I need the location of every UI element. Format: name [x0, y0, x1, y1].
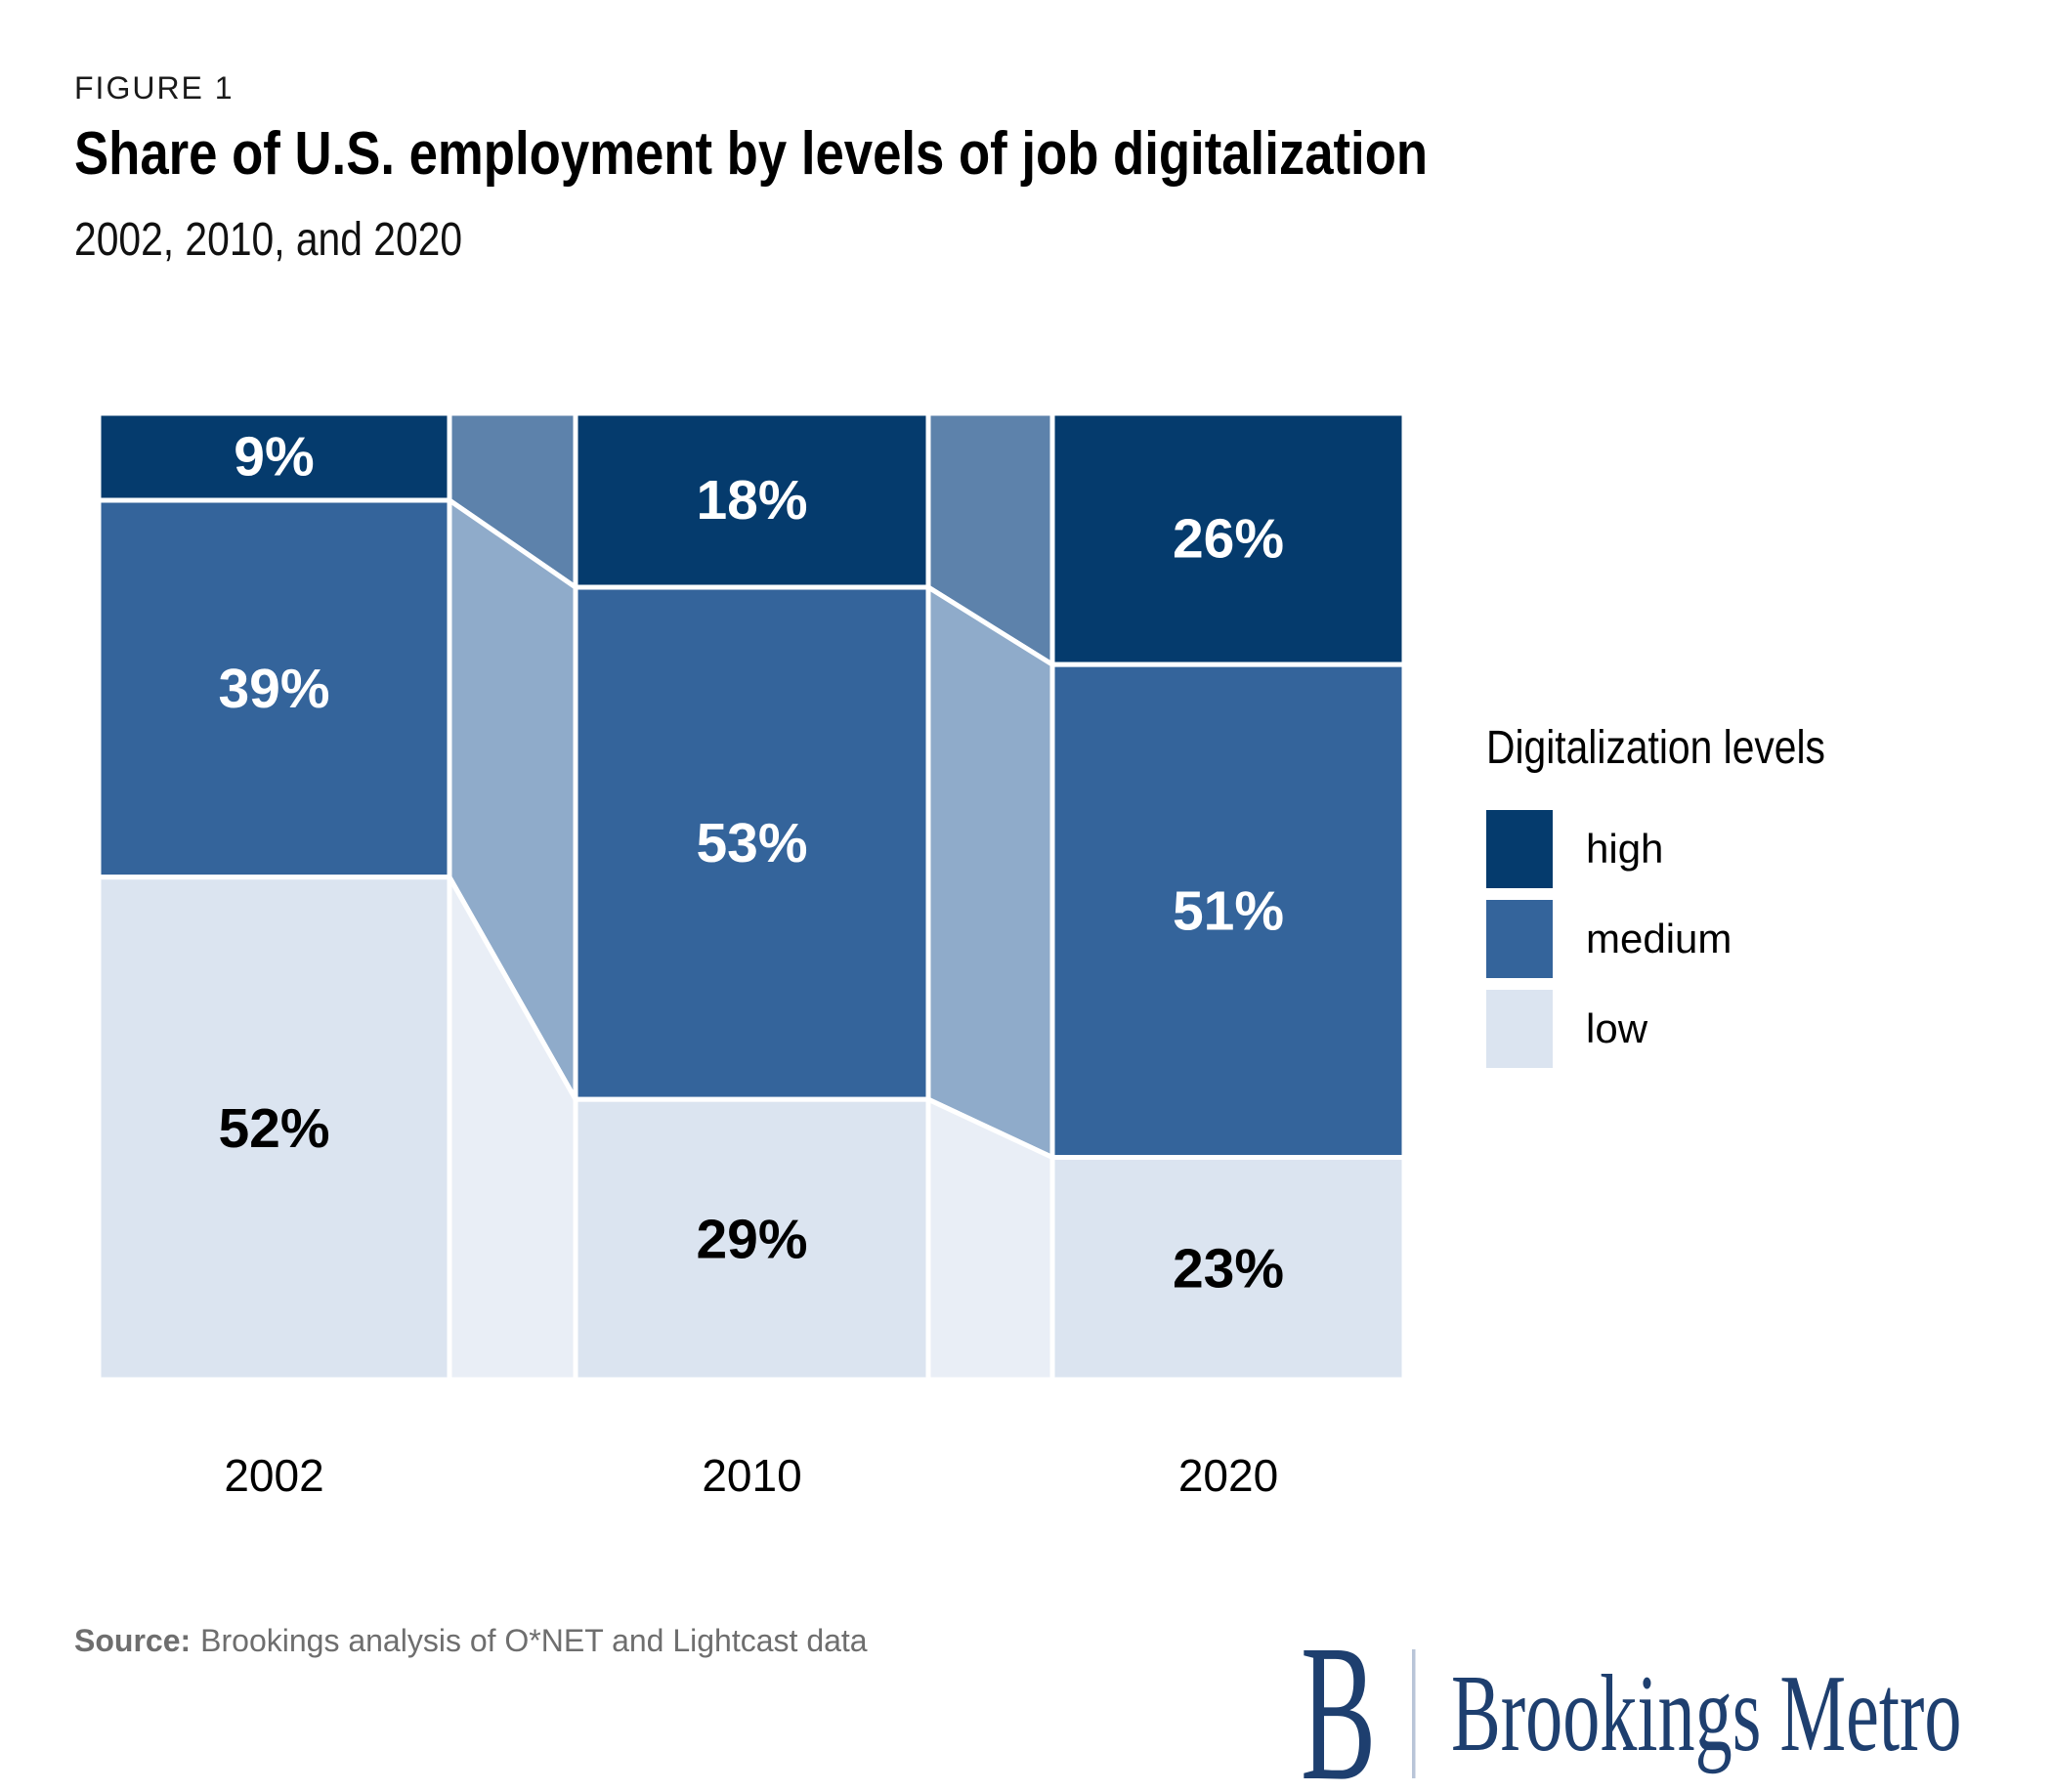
bar-segment-2002-medium — [96, 497, 452, 880]
legend-label-medium: medium — [1586, 916, 1732, 962]
legend-label-low: low — [1586, 1005, 1648, 1052]
chart-legend: Digitalization levels high medium low — [1486, 721, 1885, 1069]
segment-value-label-2020-high: 26% — [1173, 508, 1284, 571]
bar-segment-2020-medium — [1049, 661, 1407, 1161]
brookings-logo-monogram: B — [1301, 1605, 1376, 1792]
logo-divider-line — [1412, 1649, 1416, 1778]
flow-ribbon-medium — [925, 582, 1055, 1162]
bar-segment-2002-low — [96, 875, 452, 1383]
legend-swatch-low — [1486, 990, 1553, 1069]
bar-segment-2010-low — [573, 1096, 931, 1383]
brookings-logo-wordmark: Brookings Metro — [1451, 1653, 1962, 1774]
source-text: Brookings analysis of O*NET and Lightcas… — [200, 1623, 868, 1658]
segment-value-label-2002-low: 52% — [218, 1097, 329, 1160]
legend-swatch-high — [1486, 810, 1553, 889]
legend-rows: high medium low — [1486, 810, 1885, 1069]
segment-value-label-2010-low: 29% — [696, 1209, 807, 1271]
bar-segment-2010-high — [573, 410, 931, 590]
legend-label-high: high — [1586, 826, 1664, 873]
source-prefix: Source: — [74, 1623, 192, 1658]
x-axis-label-2002: 2002 — [224, 1450, 323, 1501]
source-note: Source: Brookings analysis of O*NET and L… — [74, 1622, 868, 1659]
segment-value-label-2010-high: 18% — [696, 469, 807, 532]
legend-swatch-medium — [1486, 900, 1553, 979]
legend-item-medium: medium — [1486, 900, 1885, 979]
page-title: Share of U.S. employment by levels of jo… — [74, 120, 1429, 188]
segment-value-label-2020-low: 23% — [1173, 1237, 1284, 1300]
segment-value-label-2002-medium: 39% — [218, 658, 329, 720]
legend-item-high: high — [1486, 810, 1885, 889]
x-axis-label-2010: 2010 — [702, 1450, 801, 1501]
segment-value-label-2002-high: 9% — [234, 426, 314, 489]
segment-value-label-2020-medium: 51% — [1173, 879, 1284, 942]
bar-segment-2002-high — [96, 410, 452, 503]
bar-segment-2020-high — [1049, 410, 1407, 667]
bar-segment-2010-medium — [573, 584, 931, 1102]
bar-segment-2020-low — [1049, 1155, 1407, 1383]
legend-item-low: low — [1486, 990, 1885, 1069]
legend-title: Digitalization levels — [1486, 722, 1825, 774]
figure-label: FIGURE 1 — [74, 70, 235, 106]
chart-subtitle: 2002, 2010, and 2020 — [74, 214, 463, 266]
segment-value-label-2010-medium: 53% — [696, 812, 807, 875]
x-axis-label-2020: 2020 — [1178, 1450, 1278, 1501]
